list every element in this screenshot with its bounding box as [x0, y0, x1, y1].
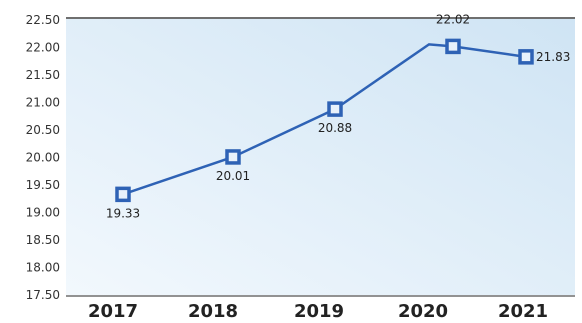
x-category-label: 2019 — [294, 301, 344, 322]
data-markers — [115, 38, 534, 203]
data-point-marker — [327, 101, 343, 117]
series-line-group — [122, 43, 527, 196]
data-value-label: 21.83 — [536, 50, 570, 64]
x-category-label: 2017 — [88, 301, 138, 322]
data-point-marker — [115, 186, 131, 203]
data-point-marker — [225, 149, 241, 165]
data-point-marker — [445, 38, 461, 55]
y-axis-tick-labels: 17.50 18.00 18.50 19.00 19.50 20.00 20.50 21.00… — [26, 13, 60, 302]
y-tick-label: 22.50 — [26, 13, 60, 27]
y-tick-label: 20.00 — [26, 151, 60, 165]
x-category-label: 2020 — [398, 301, 448, 322]
data-value-label: 22.02 — [436, 12, 470, 26]
y-tick-label: 19.00 — [26, 206, 60, 220]
data-value-label: 20.01 — [216, 169, 250, 183]
y-tick-label: 20.50 — [26, 123, 60, 137]
y-tick-label: 22.00 — [26, 41, 60, 55]
data-value-label: 20.88 — [318, 121, 352, 135]
data-value-labels: 19.33 20.01 20.88 22.02 21.83 — [106, 12, 571, 220]
y-tick-label: 18.50 — [26, 233, 60, 247]
data-point-marker — [518, 49, 534, 65]
y-tick-label: 19.50 — [26, 178, 60, 192]
plot-area-background — [66, 18, 575, 295]
data-value-label: 19.33 — [106, 206, 140, 220]
x-category-label: 2018 — [188, 301, 238, 322]
series-line — [122, 43, 527, 196]
y-tick-label: 21.50 — [26, 68, 60, 82]
x-axis-category-labels: 2017 2018 2019 2020 2021 — [88, 301, 548, 322]
y-tick-label: 21.00 — [26, 96, 60, 110]
y-tick-label: 17.50 — [26, 288, 60, 302]
x-category-label: 2021 — [498, 301, 548, 322]
y-tick-label: 18.00 — [26, 261, 60, 275]
